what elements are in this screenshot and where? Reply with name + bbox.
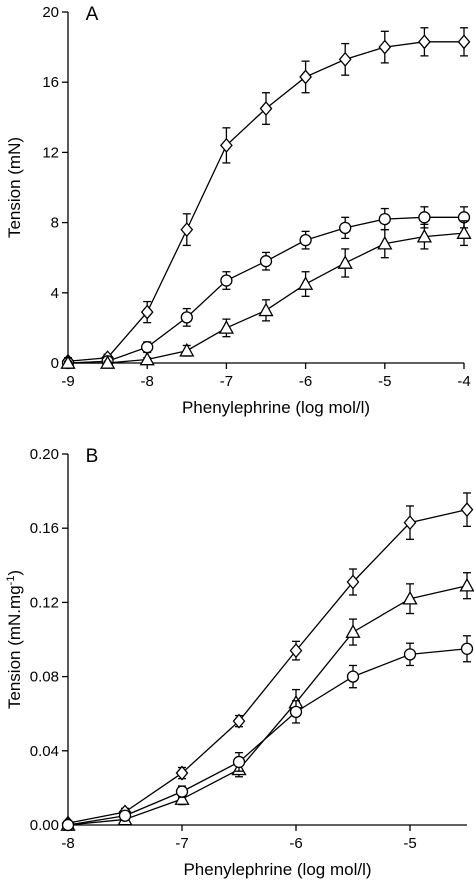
data-point-triangle [139,351,155,366]
panel-b: 0.00 0.04 0.08 0.12 0.16 0.20 -8 -7 -6 -5 Phenylep… [5,446,474,879]
data-point-triangle [179,342,195,357]
data-point-circle [175,785,189,798]
data-point-triangle [99,355,116,369]
data-point-circle [220,274,233,287]
x-tick-label: -4 [457,373,470,390]
data-point-triangle [416,228,433,243]
data-point-triangle [60,355,76,369]
x-tick-label: -5 [403,835,416,852]
y-tick-label: 0.12 [30,594,59,611]
panel-letter: B [86,446,99,467]
data-point-circle [141,341,154,354]
y-axis-label: Tension (mN.mg-1) [5,570,24,709]
y-tick-label: 16 [42,74,59,91]
x-tick-label: -8 [61,835,74,852]
series-line [67,509,468,824]
x-tick-label: -8 [141,373,154,390]
panel-a: 0 4 8 12 16 20 -9 -8 -7 -6 -5 -4 Phenylephrine (log … [5,4,472,417]
y-axis-label-suffix: ) [5,570,24,576]
series-diamond [61,492,474,831]
series-line [67,648,468,826]
data-point-circle [259,255,273,268]
x-tick-label: -7 [175,835,188,852]
data-point-triangle [297,276,314,290]
data-point-circle [118,809,132,822]
data-point-diamond [259,101,273,117]
series-triangle [60,572,474,831]
data-point-diamond [346,574,360,590]
y-tick-label: 20 [42,4,59,21]
data-point-circle [289,705,303,718]
data-point-diamond [457,34,471,50]
data-point-circle [299,233,312,247]
data-point-diamond [403,515,417,531]
series-triangle [60,220,472,369]
series-circle [61,635,474,832]
x-tick-label: -7 [220,373,233,390]
y-tick-label: 0.04 [30,743,59,760]
y-tick-label: 0.20 [30,446,59,463]
y-axis-label-superscript: -1 [5,576,17,586]
y-axis-label: Tension (mN) [5,137,24,238]
x-tick-label: -9 [61,373,74,390]
data-point-triangle [258,302,274,317]
data-point-diamond [180,222,194,238]
data-point-circle [460,642,474,655]
data-point-diamond [338,51,352,67]
series-circle [61,206,471,370]
data-point-triangle [456,225,472,239]
data-point-circle [339,221,352,235]
x-axis-label: Phenylephrine (log mol/l) [182,398,370,417]
y-tick-label: 8 [51,215,59,232]
y-tick-label: 4 [51,285,59,302]
data-point-triangle [218,320,235,334]
data-point-circle [403,648,417,661]
data-point-diamond [299,69,312,85]
data-point-triangle [377,235,393,250]
x-axis-label: Phenylephrine (log mol/l) [183,860,371,879]
x-tick-label: -6 [299,373,312,390]
data-point-triangle [337,255,353,269]
y-tick-label: 12 [42,144,59,161]
y-tick-label: 0 [51,355,59,372]
series-line [67,585,468,826]
y-tick-label: 0.16 [30,520,59,537]
data-point-diamond [175,765,189,781]
data-point-diamond [232,713,246,729]
y-axis-label-text: Tension (mN) [5,137,24,238]
data-point-diamond [220,137,233,153]
y-tick-label: 0.00 [30,817,59,834]
data-point-diamond [460,502,474,518]
data-point-circle [418,211,431,224]
data-point-triangle [402,590,418,605]
data-point-diamond [378,39,392,55]
data-point-triangle [345,624,361,638]
data-point-circle [346,670,360,683]
data-point-diamond [289,643,303,659]
data-point-diamond [140,304,154,320]
y-tick-label: 0.08 [30,669,59,686]
panel-letter: A [86,4,99,25]
data-point-triangle [459,577,474,592]
x-tick-label: -5 [378,373,391,390]
data-point-circle [378,212,391,226]
data-point-circle [232,755,246,769]
data-point-diamond [418,34,431,50]
data-point-circle [180,311,193,324]
x-tick-label: -6 [289,835,302,852]
series-line [67,216,464,364]
y-axis-label-text: Tension (mN.mg [5,585,24,709]
data-point-circle [61,818,75,832]
data-point-triangle [174,791,190,805]
